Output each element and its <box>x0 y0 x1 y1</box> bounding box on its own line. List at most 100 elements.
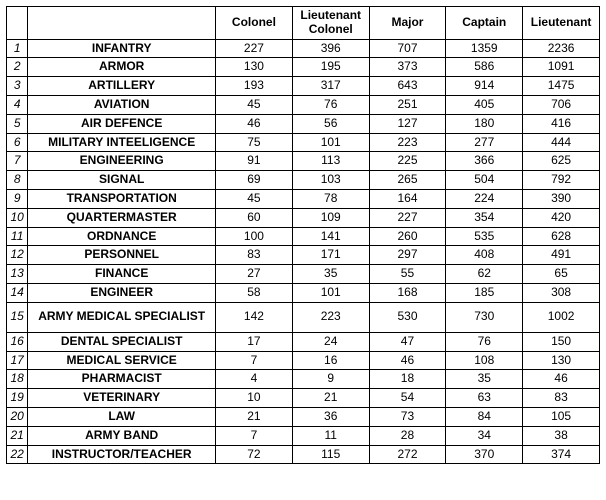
row-index: 8 <box>7 171 28 190</box>
cell-value: 7 <box>216 351 293 370</box>
cell-value: 65 <box>523 265 600 284</box>
cell-value: 46 <box>369 351 446 370</box>
cell-value: 168 <box>369 283 446 302</box>
branch-name: ARMOR <box>28 58 216 77</box>
cell-value: 373 <box>369 58 446 77</box>
table-row: 10QUARTERMASTER60109227354420 <box>7 208 600 227</box>
cell-value: 78 <box>292 189 369 208</box>
branch-name: AVIATION <box>28 95 216 114</box>
cell-value: 35 <box>292 265 369 284</box>
cell-value: 113 <box>292 152 369 171</box>
cell-value: 171 <box>292 246 369 265</box>
branch-name: DENTAL SPECIALIST <box>28 332 216 351</box>
cell-value: 7 <box>216 426 293 445</box>
cell-value: 127 <box>369 114 446 133</box>
cell-value: 223 <box>292 302 369 332</box>
branch-name: ARTILLERY <box>28 77 216 96</box>
table-row: 7ENGINEERING91113225366625 <box>7 152 600 171</box>
cell-value: 34 <box>446 426 523 445</box>
table-row: 14ENGINEER58101168185308 <box>7 283 600 302</box>
table-row: 8SIGNAL69103265504792 <box>7 171 600 190</box>
cell-value: 914 <box>446 77 523 96</box>
cell-value: 354 <box>446 208 523 227</box>
cell-value: 405 <box>446 95 523 114</box>
branch-name: AIR DEFENCE <box>28 114 216 133</box>
cell-value: 225 <box>369 152 446 171</box>
cell-value: 103 <box>292 171 369 190</box>
cell-value: 76 <box>292 95 369 114</box>
branch-name: ARMY BAND <box>28 426 216 445</box>
cell-value: 10 <box>216 389 293 408</box>
row-index: 22 <box>7 445 28 464</box>
cell-value: 586 <box>446 58 523 77</box>
cell-value: 63 <box>446 389 523 408</box>
cell-value: 180 <box>446 114 523 133</box>
cell-value: 17 <box>216 332 293 351</box>
cell-value: 792 <box>523 171 600 190</box>
cell-value: 297 <box>369 246 446 265</box>
header-blank-branch <box>28 7 216 40</box>
cell-value: 21 <box>216 407 293 426</box>
cell-value: 16 <box>292 351 369 370</box>
cell-value: 1359 <box>446 39 523 58</box>
cell-value: 69 <box>216 171 293 190</box>
cell-value: 58 <box>216 283 293 302</box>
cell-value: 45 <box>216 189 293 208</box>
branch-name: SIGNAL <box>28 171 216 190</box>
cell-value: 260 <box>369 227 446 246</box>
row-index: 11 <box>7 227 28 246</box>
cell-value: 1091 <box>523 58 600 77</box>
cell-value: 730 <box>446 302 523 332</box>
table-row: 9TRANSPORTATION4578164224390 <box>7 189 600 208</box>
cell-value: 101 <box>292 283 369 302</box>
officer-strength-table: Colonel Lieutenant Colonel Major Captain… <box>6 6 600 464</box>
row-index: 2 <box>7 58 28 77</box>
branch-name: MEDICAL SERVICE <box>28 351 216 370</box>
cell-value: 84 <box>446 407 523 426</box>
cell-value: 76 <box>446 332 523 351</box>
cell-value: 75 <box>216 133 293 152</box>
cell-value: 374 <box>523 445 600 464</box>
cell-value: 91 <box>216 152 293 171</box>
cell-value: 396 <box>292 39 369 58</box>
cell-value: 21 <box>292 389 369 408</box>
table-row: 5AIR DEFENCE4656127180416 <box>7 114 600 133</box>
row-index: 9 <box>7 189 28 208</box>
cell-value: 45 <box>216 95 293 114</box>
cell-value: 46 <box>523 370 600 389</box>
cell-value: 370 <box>446 445 523 464</box>
cell-value: 11 <box>292 426 369 445</box>
cell-value: 72 <box>216 445 293 464</box>
cell-value: 366 <box>446 152 523 171</box>
cell-value: 444 <box>523 133 600 152</box>
header-lieutenant: Lieutenant <box>523 7 600 40</box>
row-index: 7 <box>7 152 28 171</box>
header-blank-index <box>7 7 28 40</box>
table-row: 18PHARMACIST49183546 <box>7 370 600 389</box>
cell-value: 130 <box>216 58 293 77</box>
cell-value: 4 <box>216 370 293 389</box>
header-major: Major <box>369 7 446 40</box>
cell-value: 83 <box>523 389 600 408</box>
header-colonel: Colonel <box>216 7 293 40</box>
cell-value: 55 <box>369 265 446 284</box>
cell-value: 227 <box>216 39 293 58</box>
cell-value: 141 <box>292 227 369 246</box>
cell-value: 62 <box>446 265 523 284</box>
cell-value: 2236 <box>523 39 600 58</box>
cell-value: 35 <box>446 370 523 389</box>
table-row: 17MEDICAL SERVICE71646108130 <box>7 351 600 370</box>
cell-value: 530 <box>369 302 446 332</box>
cell-value: 28 <box>369 426 446 445</box>
row-index: 6 <box>7 133 28 152</box>
row-index: 10 <box>7 208 28 227</box>
cell-value: 105 <box>523 407 600 426</box>
cell-value: 491 <box>523 246 600 265</box>
cell-value: 1475 <box>523 77 600 96</box>
cell-value: 109 <box>292 208 369 227</box>
cell-value: 195 <box>292 58 369 77</box>
cell-value: 101 <box>292 133 369 152</box>
cell-value: 108 <box>446 351 523 370</box>
cell-value: 193 <box>216 77 293 96</box>
cell-value: 150 <box>523 332 600 351</box>
